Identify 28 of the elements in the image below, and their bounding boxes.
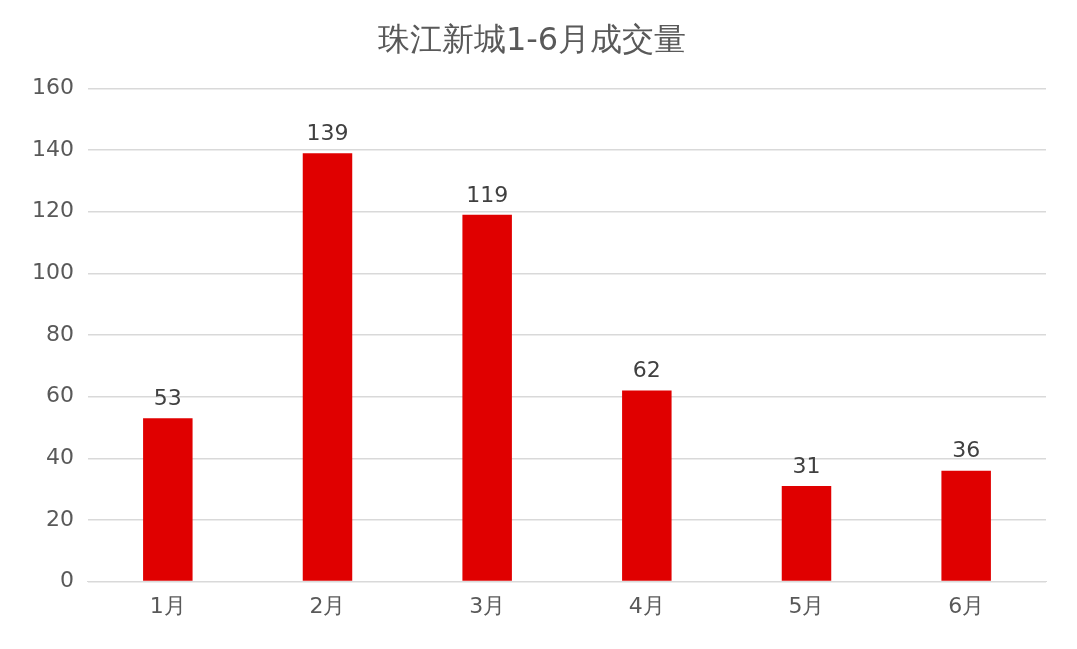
x-tick-label: 4月 bbox=[628, 592, 665, 618]
data-label: 62 bbox=[632, 357, 661, 383]
bar bbox=[781, 486, 832, 581]
bar bbox=[302, 153, 353, 581]
bar bbox=[143, 418, 193, 581]
data-label: 53 bbox=[153, 384, 182, 410]
y-tick-label: 40 bbox=[45, 444, 74, 470]
y-tick-label: 20 bbox=[45, 505, 74, 531]
y-tick-label: 160 bbox=[31, 74, 74, 100]
x-tick-label: 3月 bbox=[469, 592, 506, 618]
data-label: 119 bbox=[466, 181, 509, 207]
bar bbox=[622, 390, 672, 581]
y-tick-label: 120 bbox=[31, 197, 74, 223]
x-tick-label: 2月 bbox=[309, 592, 346, 618]
x-tick-label: 1月 bbox=[149, 592, 186, 618]
data-label: 31 bbox=[792, 452, 821, 478]
data-label: 139 bbox=[306, 119, 349, 145]
y-tick-label: 140 bbox=[31, 135, 74, 161]
x-tick-label: 5月 bbox=[788, 592, 825, 618]
bar bbox=[941, 470, 991, 581]
y-tick-label: 0 bbox=[59, 567, 74, 593]
chart-title: 珠江新城1-6月成交量 bbox=[377, 19, 687, 58]
x-tick-label: 6月 bbox=[948, 592, 985, 618]
y-tick-label: 100 bbox=[31, 259, 74, 285]
y-tick-label: 80 bbox=[45, 320, 74, 346]
bar bbox=[462, 214, 512, 581]
data-label: 36 bbox=[952, 437, 981, 463]
y-tick-label: 60 bbox=[45, 382, 74, 408]
